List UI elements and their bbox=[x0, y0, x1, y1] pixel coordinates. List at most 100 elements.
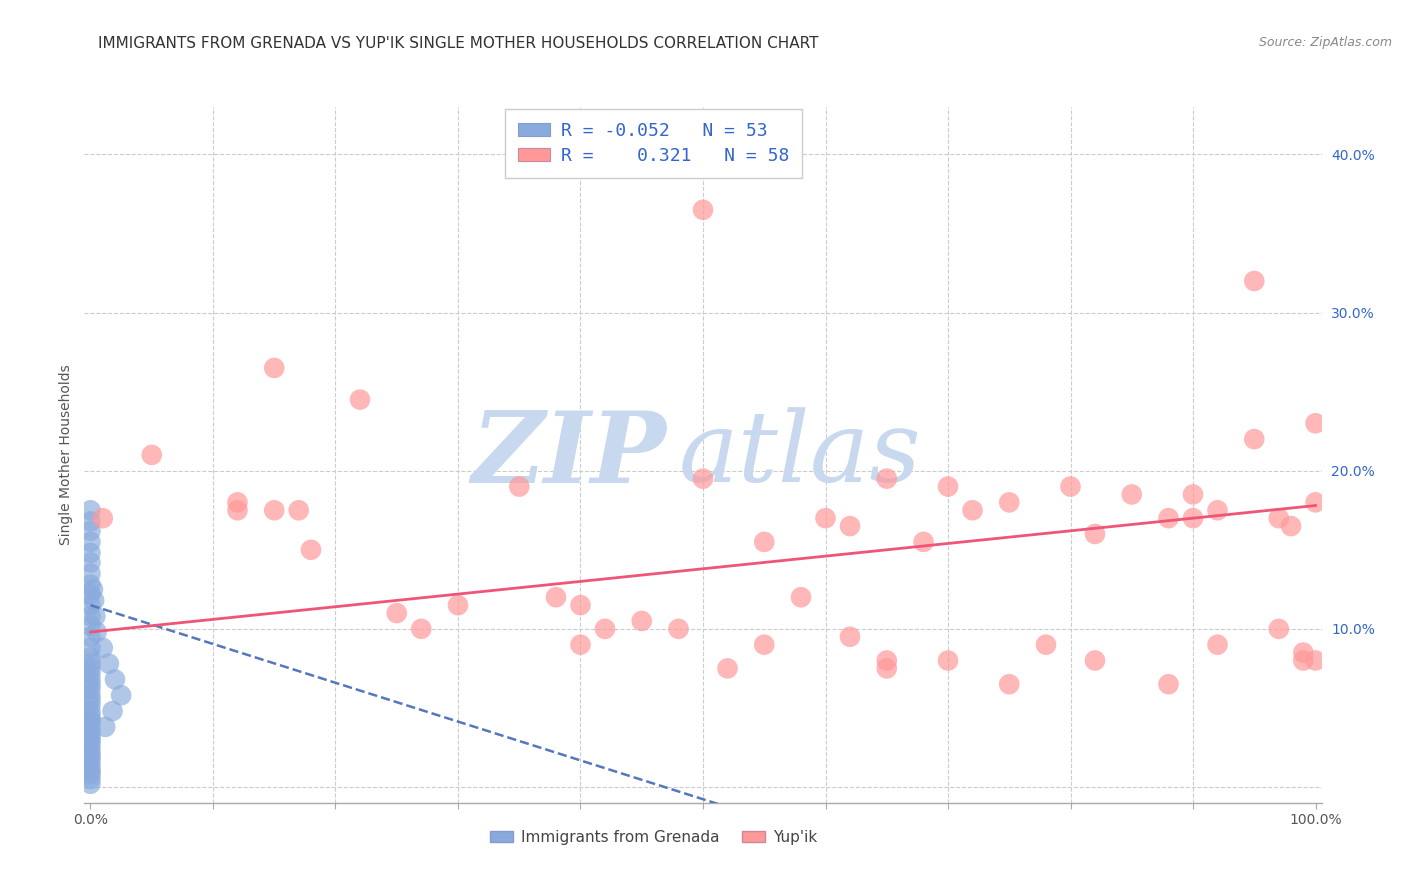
Point bbox=[1268, 511, 1291, 525]
Point bbox=[839, 630, 862, 644]
Point bbox=[79, 748, 101, 763]
Point bbox=[754, 638, 776, 652]
Point bbox=[79, 577, 101, 591]
Point bbox=[79, 673, 101, 687]
Point bbox=[79, 640, 101, 655]
Point bbox=[1084, 527, 1107, 541]
Point bbox=[79, 688, 101, 702]
Point bbox=[508, 479, 530, 493]
Point bbox=[79, 666, 101, 681]
Point bbox=[141, 448, 163, 462]
Point bbox=[97, 657, 120, 671]
Point bbox=[1279, 519, 1302, 533]
Point bbox=[79, 708, 101, 723]
Point bbox=[79, 524, 101, 538]
Point bbox=[79, 598, 101, 612]
Point bbox=[94, 720, 117, 734]
Point bbox=[79, 745, 101, 759]
Point bbox=[104, 673, 127, 687]
Point bbox=[630, 614, 652, 628]
Point bbox=[79, 657, 101, 671]
Point bbox=[1305, 417, 1327, 431]
Point bbox=[79, 724, 101, 739]
Point bbox=[754, 534, 776, 549]
Point bbox=[79, 777, 101, 791]
Text: Source: ZipAtlas.com: Source: ZipAtlas.com bbox=[1258, 36, 1392, 49]
Point bbox=[79, 736, 101, 750]
Point bbox=[1243, 432, 1265, 446]
Point bbox=[79, 714, 101, 728]
Point bbox=[79, 630, 101, 644]
Point bbox=[86, 625, 108, 640]
Point bbox=[1059, 479, 1081, 493]
Point bbox=[79, 618, 101, 632]
Point bbox=[79, 704, 101, 718]
Point bbox=[936, 479, 959, 493]
Point bbox=[79, 698, 101, 712]
Point bbox=[876, 661, 898, 675]
Point bbox=[876, 472, 898, 486]
Point bbox=[101, 704, 124, 718]
Point bbox=[79, 677, 101, 691]
Point bbox=[936, 653, 959, 667]
Point bbox=[79, 761, 101, 775]
Legend: Immigrants from Grenada, Yup'ik: Immigrants from Grenada, Yup'ik bbox=[484, 823, 823, 851]
Text: ZIP: ZIP bbox=[471, 407, 666, 503]
Point bbox=[226, 503, 249, 517]
Text: atlas: atlas bbox=[678, 408, 921, 502]
Point bbox=[83, 593, 105, 607]
Point bbox=[998, 495, 1021, 509]
Point bbox=[79, 503, 101, 517]
Point bbox=[544, 591, 567, 605]
Point bbox=[1182, 511, 1205, 525]
Point bbox=[79, 514, 101, 528]
Point bbox=[411, 622, 433, 636]
Point bbox=[263, 503, 285, 517]
Point bbox=[1157, 511, 1180, 525]
Point bbox=[79, 714, 101, 728]
Point bbox=[1084, 653, 1107, 667]
Point bbox=[692, 472, 714, 486]
Point bbox=[349, 392, 371, 407]
Point bbox=[79, 720, 101, 734]
Point bbox=[79, 681, 101, 696]
Point bbox=[1206, 503, 1229, 517]
Point bbox=[839, 519, 862, 533]
Point bbox=[1035, 638, 1057, 652]
Point bbox=[593, 622, 616, 636]
Point bbox=[91, 511, 114, 525]
Point bbox=[790, 591, 813, 605]
Point bbox=[1157, 677, 1180, 691]
Point bbox=[569, 598, 592, 612]
Point bbox=[668, 622, 690, 636]
Point bbox=[447, 598, 470, 612]
Point bbox=[1305, 653, 1327, 667]
Point bbox=[814, 511, 837, 525]
Point bbox=[1305, 495, 1327, 509]
Point bbox=[1121, 487, 1143, 501]
Point bbox=[79, 772, 101, 786]
Point bbox=[912, 534, 935, 549]
Point bbox=[1292, 653, 1315, 667]
Point bbox=[1206, 638, 1229, 652]
Point bbox=[82, 582, 104, 597]
Point bbox=[79, 730, 101, 744]
Point bbox=[569, 638, 592, 652]
Point bbox=[226, 495, 249, 509]
Point bbox=[79, 546, 101, 560]
Point bbox=[287, 503, 309, 517]
Y-axis label: Single Mother Households: Single Mother Households bbox=[59, 365, 73, 545]
Point bbox=[385, 606, 408, 620]
Point bbox=[79, 756, 101, 771]
Point bbox=[79, 661, 101, 675]
Point bbox=[692, 202, 714, 217]
Point bbox=[1243, 274, 1265, 288]
Point bbox=[79, 609, 101, 624]
Point bbox=[1182, 487, 1205, 501]
Point bbox=[79, 767, 101, 781]
Point bbox=[79, 740, 101, 755]
Point bbox=[79, 650, 101, 665]
Point bbox=[998, 677, 1021, 691]
Point bbox=[110, 688, 132, 702]
Point bbox=[79, 732, 101, 747]
